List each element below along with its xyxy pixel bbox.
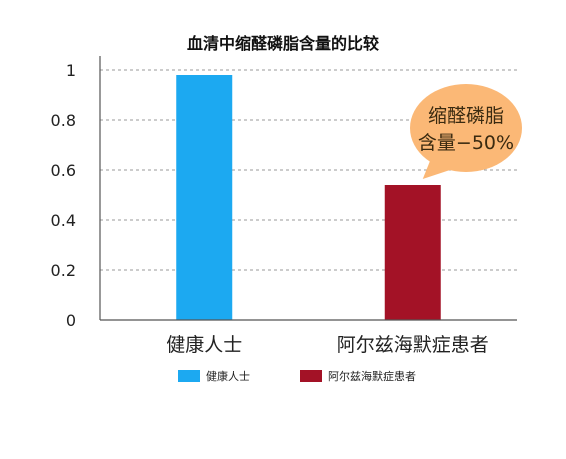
annotation-callout: 缩醛磷脂含量−50% <box>410 84 522 179</box>
chart-title: 血清中缩醛磷脂含量的比较 <box>187 34 379 53</box>
legend-swatch <box>178 370 200 382</box>
callout-text: 缩醛磷脂 <box>428 105 504 127</box>
callout-bubble <box>410 84 522 172</box>
bar <box>176 75 233 320</box>
y-tick-label: 0.2 <box>51 261 76 280</box>
y-axis-ticks: 0 0.2 0.4 0.6 0.8 1 <box>51 61 76 330</box>
y-tick-label: 0.4 <box>51 211 76 230</box>
x-axis-labels: 健康人士 阿尔兹海默症患者 <box>166 334 489 356</box>
legend-label: 阿尔兹海默症患者 <box>328 369 416 383</box>
x-tick-label: 健康人士 <box>166 334 242 356</box>
callout-text: 含量−50% <box>418 132 514 154</box>
y-tick-label: 0 <box>66 311 76 330</box>
legend: 健康人士 阿尔兹海默症患者 <box>178 369 416 383</box>
bar <box>384 185 441 320</box>
y-tick-label: 0.8 <box>51 111 76 130</box>
bars <box>176 75 441 320</box>
legend-label: 健康人士 <box>206 369 250 383</box>
y-tick-label: 1 <box>66 61 76 80</box>
y-tick-label: 0.6 <box>51 161 76 180</box>
legend-swatch <box>300 370 322 382</box>
x-tick-label: 阿尔兹海默症患者 <box>337 334 489 356</box>
